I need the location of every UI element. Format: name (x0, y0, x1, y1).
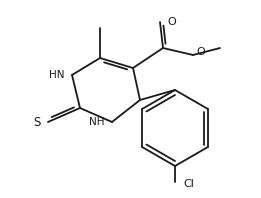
Text: O: O (196, 47, 205, 57)
Text: S: S (34, 115, 41, 129)
Text: Cl: Cl (183, 179, 194, 189)
Text: O: O (167, 17, 176, 27)
Text: NH: NH (88, 117, 104, 127)
Text: HN: HN (49, 70, 64, 80)
